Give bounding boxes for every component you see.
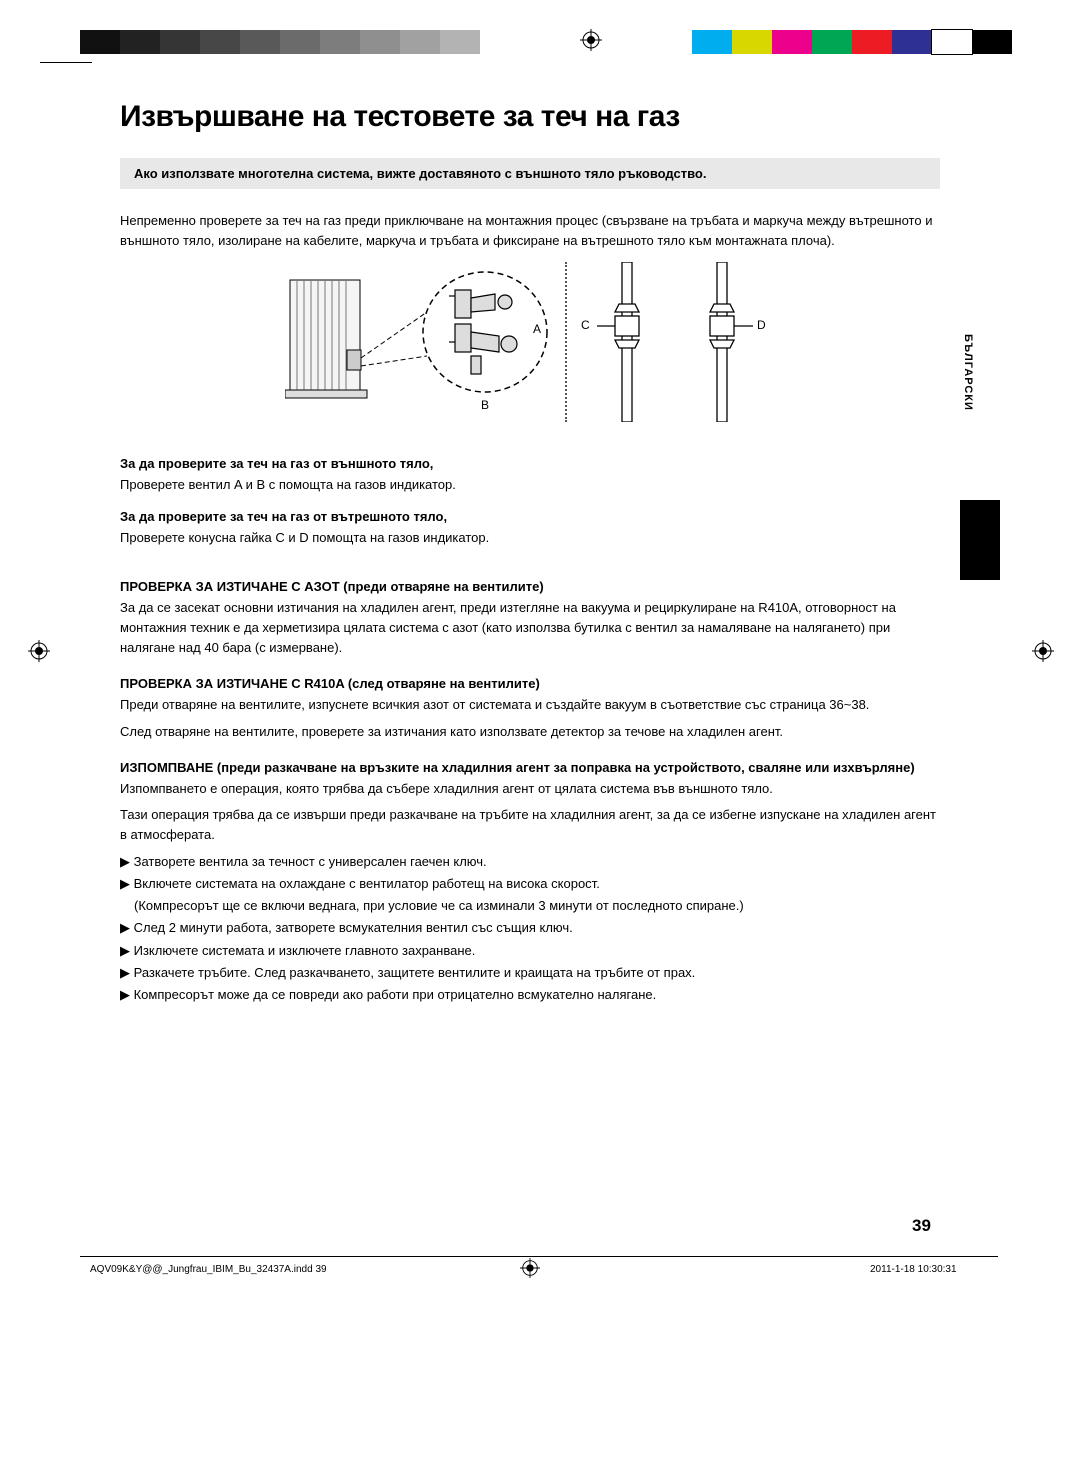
crop-mark-top-left [40, 62, 92, 63]
language-tab: БЪЛГАРСКИ [962, 330, 974, 415]
bullet-item: ▶ Компресорът може да се повреди ако раб… [120, 984, 940, 1006]
diagram-label-d: D [757, 318, 766, 332]
block3-heading: ИЗПОМПВАНЕ (преди разкачване на връзките… [120, 760, 940, 775]
footer-date: 2011-1-18 10:30:31 [870, 1264, 957, 1275]
block3-body-1: Изпомпването е операция, която трябва да… [120, 779, 940, 799]
bullet-item: ▶ След 2 минути работа, затворете всмука… [120, 917, 940, 939]
side-black-box [960, 500, 1000, 580]
block3-body-2: Тази операция трябва да се извърши преди… [120, 805, 940, 845]
block2-heading: ПРОВЕРКА ЗА ИЗТИЧАНЕ С R410A (след отвар… [120, 676, 940, 691]
diagram-outdoor-unit: A B [285, 262, 555, 422]
diagram-label-b: B [481, 398, 489, 412]
section1-heading: За да проверите за теч на газ от външнот… [120, 456, 940, 471]
footer-rule [80, 1256, 998, 1257]
section1-body: Проверете вентил A и B с помощта на газо… [120, 475, 940, 495]
registration-mark-top [580, 29, 602, 56]
block1-heading: ПРОВЕРКА ЗА ИЗТИЧАНЕ С АЗОТ (преди отвар… [120, 579, 940, 594]
bullet-item: ▶ Затворете вентила за течност с универс… [120, 851, 940, 873]
bullet-item: ▶ Включете системата на охлаждане с вент… [120, 873, 940, 917]
page-title: Извършване на тестовете за теч на газ [120, 100, 940, 134]
gray-steps [80, 30, 480, 54]
section2-body: Проверете конусна гайка C и D помощта на… [120, 528, 940, 548]
page-number: 39 [912, 1216, 931, 1236]
print-colorbar-top [0, 28, 1080, 56]
diagram-row: A B [120, 262, 940, 422]
intro-paragraph: Непременно проверете за теч на газ преди… [120, 211, 940, 250]
diagram-label-c: C [581, 318, 590, 332]
registration-mark-left [28, 640, 50, 667]
diagram-label-a: A [533, 322, 541, 336]
bullet-item: ▶ Изключете системата и изключете главно… [120, 940, 940, 962]
bullet-item: ▶ Разкачете тръбите. След разкачването, … [120, 962, 940, 984]
registration-mark-bottom [520, 1258, 540, 1283]
block1-body: За да се засекат основни изтичания на хл… [120, 598, 940, 658]
block2-body-1: Преди отваряне на вентилите, изпуснете в… [120, 695, 940, 715]
color-steps [692, 30, 1012, 54]
note-box: Ако използвате многотелна система, вижте… [120, 158, 940, 189]
footer-file: AQV09K&Y@@_Jungfrau_IBIM_Bu_32437A.indd … [90, 1264, 327, 1275]
registration-mark-right [1032, 640, 1054, 667]
page-content: Извършване на тестовете за теч на газ Ак… [120, 100, 940, 1006]
section2-heading: За да проверите за теч на газ от вътрешн… [120, 509, 940, 524]
bullet-list: ▶ Затворете вентила за течност с универс… [120, 851, 940, 1006]
block2-body-2: След отваряне на вентилите, проверете за… [120, 722, 940, 742]
diagram-flare-nuts: C D [565, 262, 775, 422]
